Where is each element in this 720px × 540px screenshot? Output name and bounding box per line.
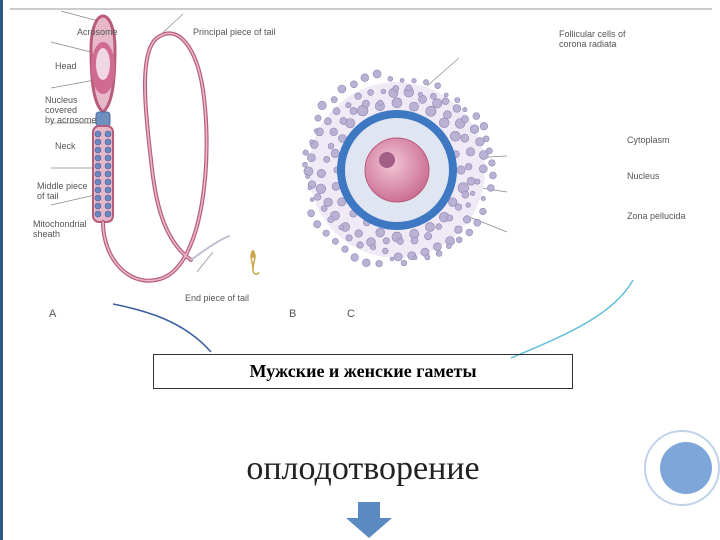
canvas: Acrosome Head Nucleus covered by acrosom… [3,0,720,540]
label-middle: Middle piece of tail [37,182,88,202]
label-acrosome: Acrosome [77,28,118,38]
figure-sperm [3,0,283,300]
decor-circle [660,442,712,494]
panel-label-b: B [289,308,296,320]
label-cytoplasm: Cytoplasm [627,136,670,146]
panel-label-c: C [347,308,355,320]
label-mito: Mitochondrial sheath [33,220,87,240]
label-principal: Principal piece of tail [193,28,276,38]
label-neck: Neck [55,142,76,152]
figure-ovum [287,40,577,300]
big-title: оплодотворение [133,450,593,488]
panel-label-a: A [49,308,56,320]
slide: Acrosome Head Nucleus covered by acrosom… [0,0,720,540]
label-head: Head [55,62,77,72]
mid-title: Мужские и женские гаметы [153,354,573,389]
label-ovum-nucleus: Nucleus [627,172,660,182]
label-zona: Zona pellucida [627,212,686,222]
flow-arrow-down-icon [346,502,392,538]
connector-right [503,276,643,362]
label-follicular: Follicular cells of corona radiata [559,30,626,50]
connector-left [103,300,223,360]
label-nucleus: Nucleus covered by acrosome [45,96,97,126]
